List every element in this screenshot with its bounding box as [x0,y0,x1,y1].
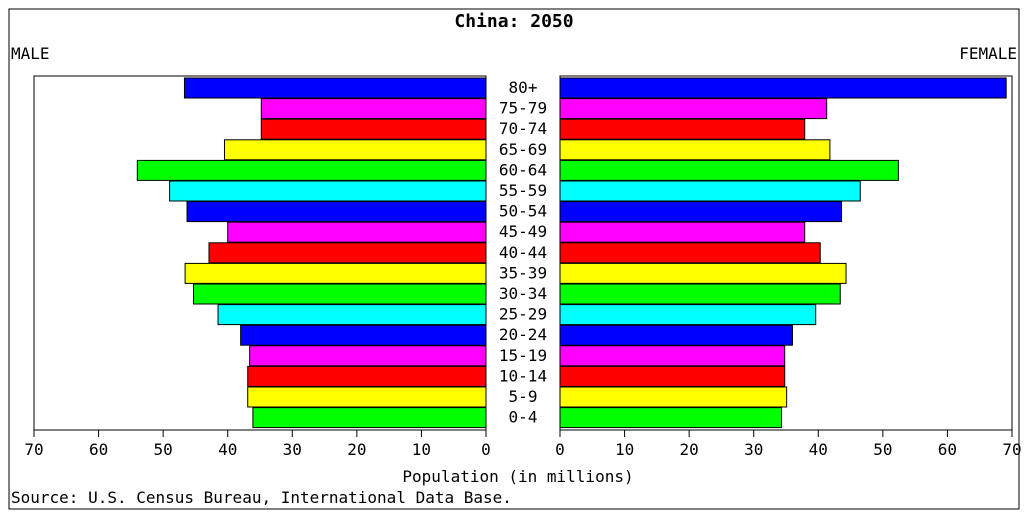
age-group-label: 5-9 [509,387,538,406]
age-group-label: 20-24 [499,325,547,344]
age-group-label: 40-44 [499,243,547,262]
male-bar-55-59 [169,180,487,202]
male-bar-10-14 [247,365,487,387]
chart-title: China: 2050 [454,11,573,32]
age-group-label: 25-29 [499,305,547,324]
age-group-label: 65-69 [499,140,547,159]
male-bar-0-4 [252,407,487,429]
female-bar-20-24 [559,324,793,346]
female-tick-label: 60 [938,440,957,459]
female-bar-35-39 [559,262,847,284]
age-group-label: 75-79 [499,99,547,118]
female-bar-50-54 [559,201,843,223]
female-tick-label: 30 [744,440,763,459]
female-bar-45-49 [559,221,806,243]
x-axis-label: Population (in millions) [402,467,633,486]
age-group-label: 35-39 [499,263,547,282]
age-group-label: 70-74 [499,119,547,138]
male-bar-40-44 [208,242,487,264]
female-bar-40-44 [559,242,821,264]
age-group-label: 45-49 [499,222,547,241]
female-bar-25-29 [559,304,817,326]
female-tick-label: 50 [873,440,892,459]
male-tick-label: 30 [283,440,302,459]
male-tick-label: 60 [89,440,108,459]
female-tick-label: 20 [680,440,699,459]
male-bar-70-74 [260,118,487,140]
female-bar-80plus [559,77,1007,99]
male-bar-25-29 [217,304,487,326]
age-group-label: 10-14 [499,366,547,385]
age-group-label: 30-34 [499,284,547,303]
male-tick-label: 20 [347,440,366,459]
female-bar-75-79 [559,98,828,120]
male-tick-label: 40 [218,440,237,459]
male-bar-65-69 [223,139,487,161]
male-label: MALE [11,44,50,63]
age-group-label: 15-19 [499,346,547,365]
age-group-label: 0-4 [509,408,538,427]
source-note: Source: U.S. Census Bureau, Internationa… [11,488,512,507]
age-group-label: 50-54 [499,202,547,221]
male-tick-label: 70 [24,440,43,459]
male-bar-20-24 [240,324,487,346]
male-tick-label: 10 [412,440,431,459]
female-bar-70-74 [559,118,806,140]
female-bar-60-64 [559,159,899,181]
female-bar-55-59 [559,180,861,202]
male-bar-15-19 [249,345,487,367]
male-bar-5-9 [247,386,487,408]
male-bar-60-64 [136,159,487,181]
female-bar-30-34 [559,283,841,305]
male-bar-50-54 [186,201,487,223]
female-tick-label: 70 [1002,440,1021,459]
male-bar-75-79 [260,98,487,120]
female-bar-0-4 [559,407,782,429]
age-group-label: 80+ [509,78,538,97]
female-tick-label: 10 [615,440,634,459]
age-group-label: 55-59 [499,181,547,200]
female-label: FEMALE [959,44,1017,63]
female-tick-label: 40 [809,440,828,459]
female-bar-65-69 [559,139,831,161]
age-group-label: 60-64 [499,160,547,179]
male-bar-80plus [183,77,487,99]
female-bar-15-19 [559,345,786,367]
male-bar-45-49 [227,221,487,243]
male-tick-label: 0 [481,440,491,459]
male-bar-35-39 [184,262,487,284]
female-bar-5-9 [559,386,788,408]
female-tick-label: 0 [555,440,565,459]
female-bar-10-14 [559,365,786,387]
male-tick-label: 50 [154,440,173,459]
male-bar-30-34 [192,283,487,305]
